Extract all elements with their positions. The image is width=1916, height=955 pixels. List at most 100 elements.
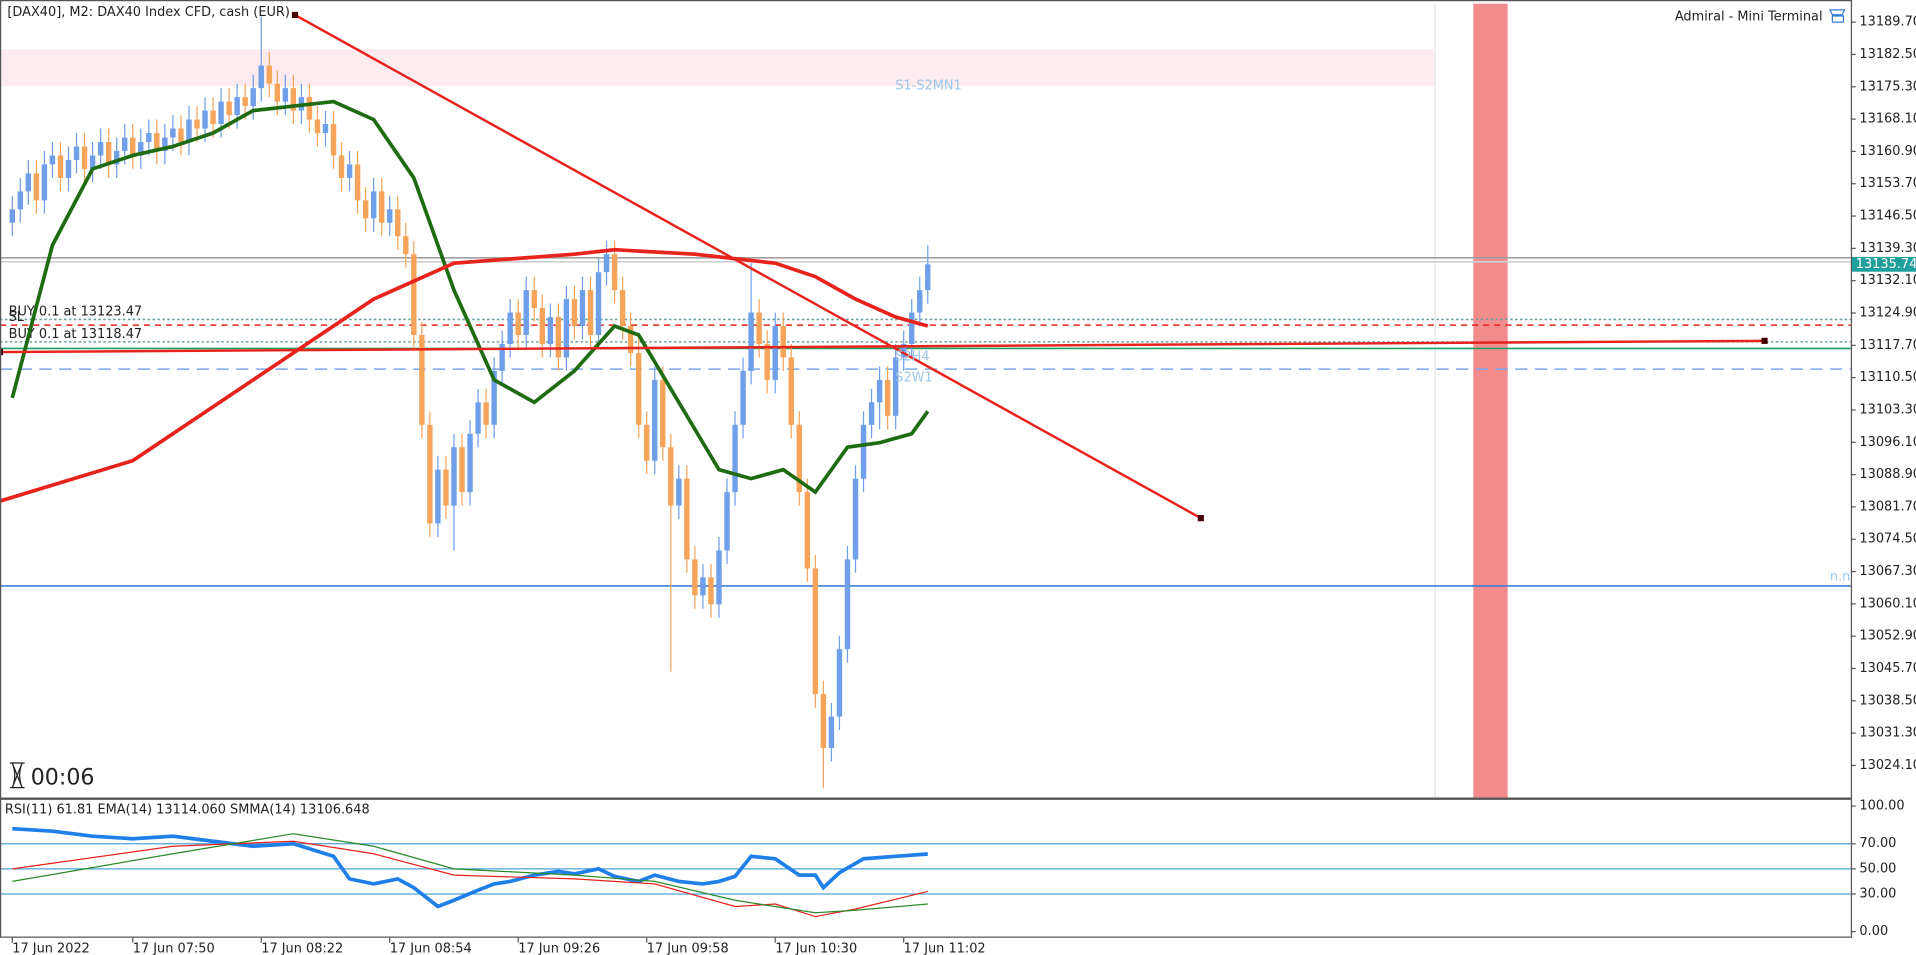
candle-body xyxy=(595,272,602,336)
candle-body xyxy=(419,335,425,425)
x-tick-label: 17 Jun 07:50 xyxy=(133,941,215,955)
y-tick-label: 13067.30 xyxy=(1859,564,1916,579)
y-tick-label: 13168.10 xyxy=(1859,112,1916,127)
candle-body xyxy=(130,137,136,156)
trend-line xyxy=(0,339,1765,354)
y-tick-label: 70.00 xyxy=(1859,836,1896,851)
candle-body xyxy=(170,128,176,138)
x-tick-label: 17 Jun 11:02 xyxy=(904,941,986,955)
candle-body xyxy=(828,716,835,748)
candle-body xyxy=(756,312,762,344)
timer-icon xyxy=(9,762,25,789)
candle-body xyxy=(748,312,754,371)
zone-red xyxy=(1473,3,1508,798)
x-tick-label: 17 Jun 08:22 xyxy=(261,941,343,955)
x-tick-label: 17 Jun 09:58 xyxy=(647,941,729,955)
candle-body xyxy=(138,141,144,156)
y-tick-label: 13182.50 xyxy=(1859,47,1916,62)
candle-body xyxy=(81,146,88,169)
x-tick-label: 17 Jun 08:54 xyxy=(390,941,472,955)
candle-body xyxy=(427,424,433,524)
candle-body xyxy=(780,326,786,358)
chart-title: [DAX40], M2: DAX40 Index CFD, cash (EUR) xyxy=(7,5,290,20)
y-tick-label: 13175.30 xyxy=(1859,79,1916,94)
candle-body xyxy=(41,164,48,201)
trend-point xyxy=(1197,515,1204,522)
candle-body xyxy=(146,133,152,142)
candle-body xyxy=(836,649,843,717)
y-tick-label: 30.00 xyxy=(1859,886,1896,901)
frame xyxy=(0,0,1853,938)
y-tick-label: 13060.10 xyxy=(1859,596,1916,611)
y-tick-label: 13074.50 xyxy=(1859,532,1916,547)
y-tick-label: 13146.50 xyxy=(1859,209,1916,224)
candle-body xyxy=(451,447,457,506)
y-tick-label: 13081.70 xyxy=(1859,499,1916,514)
candle-body xyxy=(491,370,497,425)
candle-body xyxy=(812,568,819,695)
candle-body xyxy=(443,469,449,506)
y-tick-label: 13139.30 xyxy=(1859,241,1916,256)
candle-body xyxy=(900,343,907,358)
annotation: S2W1 xyxy=(895,370,932,385)
candle-body xyxy=(411,254,417,336)
x-tick-label: 17 Jun 10:30 xyxy=(775,941,857,955)
candle-body xyxy=(258,65,264,89)
y-tick-label: 13038.50 xyxy=(1859,693,1916,708)
trend-point xyxy=(291,11,299,19)
rsi-title: RSI(11) 61.81 EMA(14) 13114.060 SMMA(14)… xyxy=(5,802,370,817)
y-tick-label: 13189.70 xyxy=(1859,15,1916,30)
candle-body xyxy=(395,209,401,237)
candle-body xyxy=(57,155,64,178)
candle-body xyxy=(354,164,361,201)
candle-body xyxy=(475,402,481,434)
candle-body xyxy=(105,141,112,165)
candle-body xyxy=(603,254,610,273)
indicator-line xyxy=(12,833,928,914)
candle-body xyxy=(700,577,706,596)
candle-body xyxy=(515,312,521,336)
candle-body xyxy=(635,352,642,425)
candle-body xyxy=(740,370,746,425)
candle-body xyxy=(925,264,931,291)
candle-body xyxy=(330,124,337,156)
candle-body xyxy=(716,550,722,605)
y-tick-label: 13103.30 xyxy=(1859,402,1916,417)
candle-body xyxy=(162,137,168,151)
candle-body xyxy=(587,290,594,336)
candle-body xyxy=(708,577,714,605)
candle-body xyxy=(89,155,96,169)
trend-line xyxy=(294,13,1202,520)
candle-body xyxy=(435,469,441,524)
candle-body xyxy=(499,343,505,371)
indicator-line xyxy=(12,840,928,918)
candle-body xyxy=(884,379,891,416)
candle-body xyxy=(507,312,513,344)
candle-body xyxy=(154,133,160,151)
candle-body xyxy=(619,290,626,327)
level-label: BUY 0.1 at 13123.47 xyxy=(9,305,143,320)
candle-body xyxy=(362,200,369,219)
candle-body xyxy=(772,326,778,380)
y-tick-label: 13160.90 xyxy=(1859,144,1916,159)
y-tick-label: 0.00 xyxy=(1859,924,1888,939)
candle-body xyxy=(627,326,634,353)
candle-body xyxy=(668,447,674,506)
x-tick-label: 17 Jun 09:26 xyxy=(518,941,600,955)
candle-body xyxy=(210,110,216,125)
candle-body xyxy=(186,119,192,142)
x-tick-label: 17 Jun 2022 xyxy=(12,941,90,955)
candle-body xyxy=(796,424,802,493)
candle-body xyxy=(266,65,272,84)
candle-body xyxy=(459,447,465,493)
candle-body xyxy=(378,191,385,223)
candle-body xyxy=(660,379,666,448)
candle-body xyxy=(676,478,682,506)
candle-body xyxy=(523,290,529,336)
indicator-line xyxy=(0,247,929,503)
candle-body xyxy=(122,137,128,151)
candle-body xyxy=(403,236,409,255)
candle-body xyxy=(563,299,570,358)
